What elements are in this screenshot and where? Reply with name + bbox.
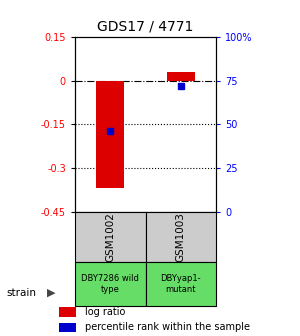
Bar [146,262,216,306]
Text: GSM1002: GSM1002 [105,212,115,262]
Text: DBY7286 wild
type: DBY7286 wild type [81,274,139,294]
Bar [75,212,146,262]
Text: ▶: ▶ [46,288,55,298]
Text: strain: strain [6,288,36,298]
Title: GDS17 / 4771: GDS17 / 4771 [97,19,194,33]
Bar [146,212,216,262]
Text: DBYyap1-
mutant: DBYyap1- mutant [160,274,201,294]
Bar [96,81,124,188]
Text: GSM1003: GSM1003 [176,212,186,262]
Text: log ratio: log ratio [85,307,126,317]
Bar [59,307,76,317]
Bar [59,323,76,332]
Text: percentile rank within the sample: percentile rank within the sample [85,323,250,332]
Bar [75,262,146,306]
Bar [167,72,195,81]
